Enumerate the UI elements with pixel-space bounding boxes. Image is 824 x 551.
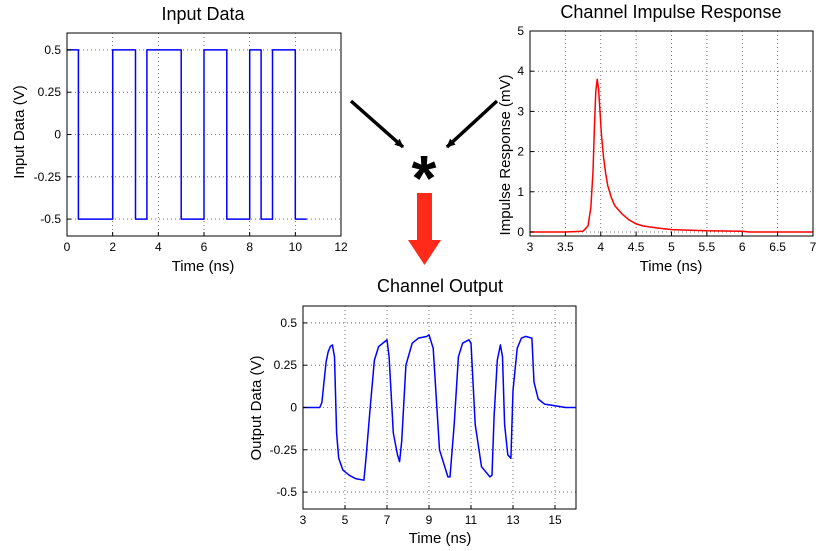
x-tick-label: 10 bbox=[289, 240, 303, 254]
x-tick-label: 0 bbox=[64, 240, 71, 254]
plot-title: Input Data bbox=[161, 4, 245, 24]
x-axis-label: Time (ns) bbox=[640, 258, 703, 275]
x-tick-label: 8 bbox=[246, 240, 253, 254]
y-tick-label: 4 bbox=[517, 64, 524, 78]
y-tick-label: -0.5 bbox=[40, 212, 61, 226]
input-data-plot: Input Data Input Data (V) Time (ns) 0 2 4 6… bbox=[11, 4, 348, 275]
y-axis-label: Input Data (V) bbox=[11, 85, 28, 178]
y-tick-label: 1 bbox=[517, 185, 524, 199]
x-tick-label: 9 bbox=[426, 513, 433, 527]
y-axis-label: Output Data (V) bbox=[248, 355, 265, 460]
x-tick-label: 4 bbox=[597, 240, 604, 254]
x-tick-label: 3 bbox=[300, 513, 307, 527]
x-tick-label: 3 bbox=[527, 240, 534, 254]
x-tick-label: 11 bbox=[465, 513, 478, 527]
arrow-from-impulse-response bbox=[445, 99, 499, 149]
x-tick-label: 3.5 bbox=[557, 240, 574, 254]
channel-output-plot: Channel Output Output Data (V) Time (ns)… bbox=[248, 276, 577, 547]
result-arrow bbox=[408, 193, 441, 265]
y-axis-label: Impulse Response (mV) bbox=[497, 75, 514, 236]
series-line bbox=[67, 49, 307, 220]
y-tick-label: 0 bbox=[517, 225, 524, 239]
x-tick-label: 5 bbox=[668, 240, 675, 254]
series-line bbox=[530, 78, 813, 233]
y-tick-label: 0.5 bbox=[44, 43, 61, 57]
x-tick-label: 5.5 bbox=[699, 240, 716, 254]
plot-frame bbox=[529, 30, 814, 237]
x-tick-label: 4.5 bbox=[628, 240, 645, 254]
impulse-response-plot: Channel Impulse Response Impulse Respons… bbox=[497, 2, 817, 275]
x-axis-label: Time (ns) bbox=[172, 258, 235, 275]
x-tick-label: 7 bbox=[810, 240, 817, 254]
y-tick-label: 0 bbox=[290, 401, 297, 415]
x-tick-label: 5 bbox=[342, 513, 349, 527]
y-tick-label: 5 bbox=[517, 24, 524, 38]
y-tick-label: -0.25 bbox=[270, 443, 298, 457]
x-tick-label: 6 bbox=[201, 240, 208, 254]
y-tick-label: -0.25 bbox=[34, 170, 62, 184]
y-tick-label: 0.5 bbox=[280, 316, 297, 330]
plot-title: Channel Impulse Response bbox=[560, 2, 781, 22]
y-tick-label: 2 bbox=[517, 145, 524, 159]
y-tick-label: -0.5 bbox=[276, 485, 297, 499]
arrow-from-input-data bbox=[349, 99, 405, 149]
plot-title: Channel Output bbox=[377, 276, 503, 296]
x-axis-label: Time (ns) bbox=[409, 530, 472, 547]
y-tick-label: 3 bbox=[517, 104, 524, 118]
x-tick-label: 6.5 bbox=[769, 240, 786, 254]
x-tick-label: 2 bbox=[109, 240, 116, 254]
x-tick-label: 7 bbox=[384, 513, 391, 527]
y-tick-label: 0.25 bbox=[38, 85, 62, 99]
x-tick-label: 12 bbox=[334, 240, 348, 254]
series-line bbox=[303, 334, 576, 481]
x-tick-label: 15 bbox=[548, 513, 562, 527]
x-tick-label: 4 bbox=[155, 240, 162, 254]
y-tick-label: 0 bbox=[54, 128, 61, 142]
x-tick-label: 6 bbox=[739, 240, 746, 254]
y-tick-label: 0.25 bbox=[274, 358, 298, 372]
x-tick-label: 13 bbox=[506, 513, 520, 527]
